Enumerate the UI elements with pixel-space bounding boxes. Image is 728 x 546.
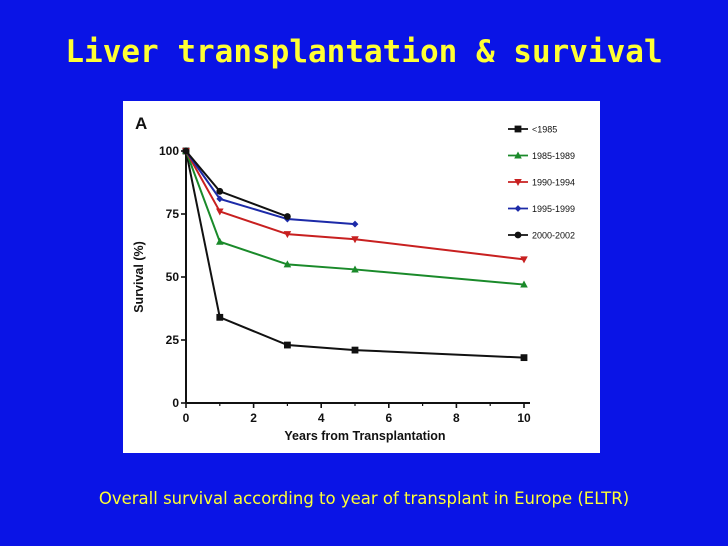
y-tick-label: 25 — [166, 333, 180, 347]
legend-marker — [514, 205, 522, 212]
data-point — [351, 220, 359, 228]
legend-item: 1995-1999 — [508, 204, 575, 214]
x-axis-label: Years from Transplantation — [284, 429, 445, 443]
legend-marker — [514, 231, 522, 239]
data-point — [520, 280, 528, 288]
data-point — [283, 231, 292, 239]
legend-marker — [514, 125, 522, 133]
legend-label: 2000-2002 — [532, 231, 575, 241]
legend-label: 1995-1999 — [532, 204, 575, 214]
data-point — [216, 208, 224, 216]
y-tick-label: 0 — [172, 396, 179, 410]
legend-marker — [514, 179, 522, 186]
slide-caption: Overall survival according to year of tr… — [98, 489, 630, 508]
legend-item: <1985 — [508, 125, 557, 135]
data-point — [520, 256, 528, 264]
data-point — [182, 147, 190, 155]
legend-item: 1985-1989 — [508, 151, 575, 161]
chart-series — [182, 147, 528, 362]
x-tick-label: 2 — [250, 411, 257, 425]
data-point — [351, 265, 359, 273]
data-point — [284, 213, 291, 220]
slide-title: Liver transplantation & survival — [65, 34, 663, 70]
chart-legend: <1985 1985-1989 1990-1994 1995-1999 2000-200… — [508, 125, 575, 241]
data-point — [216, 237, 224, 245]
y-tick-label: 100 — [159, 144, 179, 158]
data-point — [351, 346, 359, 354]
legend-label: 1985-1989 — [532, 151, 575, 161]
data-point — [216, 313, 224, 321]
y-tick-label: 75 — [166, 207, 180, 221]
data-point — [216, 195, 224, 203]
x-tick-label: 4 — [318, 411, 325, 425]
data-point — [284, 341, 291, 349]
series-line — [185, 150, 356, 226]
y-axis-label: Survival (%) — [132, 241, 146, 313]
legend-label: 1990-1994 — [532, 178, 575, 188]
series-line — [185, 150, 525, 359]
legend-item: 1990-1994 — [508, 178, 575, 188]
series-4 — [182, 147, 291, 220]
data-point — [283, 260, 292, 268]
series-line — [185, 150, 288, 218]
x-tick-label: 10 — [517, 411, 531, 425]
y-tick-label: 50 — [166, 270, 180, 284]
x-tick-label: 8 — [453, 411, 460, 425]
legend-marker — [514, 151, 522, 159]
legend-label: <1985 — [532, 125, 557, 135]
legend-item: 2000-2002 — [508, 231, 575, 241]
chart-panel: A 0 2 4 6 8 10 0 25 50 75 100 <1985 1985-1989 1990-1… — [123, 101, 600, 453]
data-point — [520, 354, 528, 362]
data-point — [351, 236, 359, 244]
x-tick-label: 6 — [385, 411, 392, 425]
data-point — [216, 187, 224, 195]
panel-label: A — [135, 114, 147, 133]
x-tick-label: 0 — [183, 411, 190, 425]
